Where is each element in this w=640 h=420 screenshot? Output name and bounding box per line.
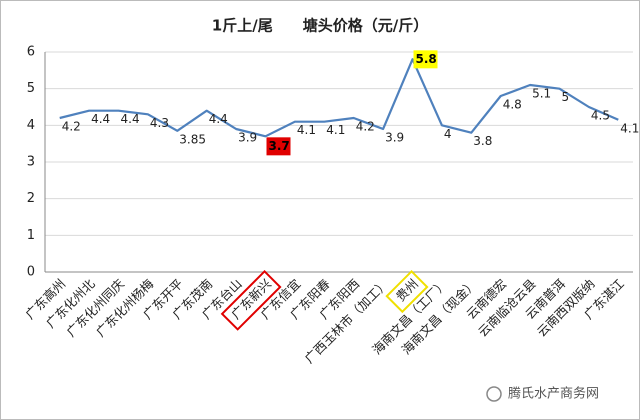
value-label: 4.4: [209, 112, 228, 126]
y-tick-label: 0: [27, 265, 35, 280]
watermark-icon: [486, 386, 502, 402]
value-label: 4.1: [297, 123, 316, 137]
value-label: 4.8: [503, 98, 522, 112]
value-label: 4.2: [62, 120, 81, 134]
watermark-group: 腾氏水产商务网: [486, 386, 599, 402]
value-label: 5.1: [532, 87, 551, 101]
value-label: 4.5: [591, 109, 610, 123]
value-label: 3.9: [385, 131, 404, 145]
value-label: 3.7: [269, 139, 290, 153]
y-tick-label: 1: [27, 228, 35, 243]
y-tick-label: 5: [27, 81, 35, 96]
y-tick-label: 6: [27, 45, 35, 60]
chart-title: 1斤上/尾 塘头价格（元/斤）: [212, 17, 428, 35]
value-label: 4.4: [91, 112, 110, 126]
watermark: 腾氏水产商务网: [508, 386, 599, 402]
value-label: 4: [444, 127, 452, 141]
value-label: 5: [562, 90, 570, 104]
y-tick-label: 3: [27, 155, 35, 170]
y-tick-label: 4: [27, 118, 35, 133]
label-highlight: [413, 50, 438, 69]
label-box: [385, 269, 429, 314]
value-label: 4.2: [356, 120, 375, 134]
value-label: 3.85: [179, 132, 206, 146]
line: [59, 58, 619, 138]
value-label: 4.15: [620, 121, 640, 135]
y-tick-label: 2: [27, 191, 35, 206]
value-label: 4.3: [150, 116, 169, 130]
value-label: 5.8: [416, 52, 437, 66]
value-label: 3.8: [473, 134, 492, 148]
label-box: [220, 269, 282, 331]
value-label: 3.9: [238, 131, 257, 145]
label-highlight: [266, 137, 291, 156]
value-label: 4.1: [326, 123, 345, 137]
value-label: 4.4: [121, 112, 140, 126]
